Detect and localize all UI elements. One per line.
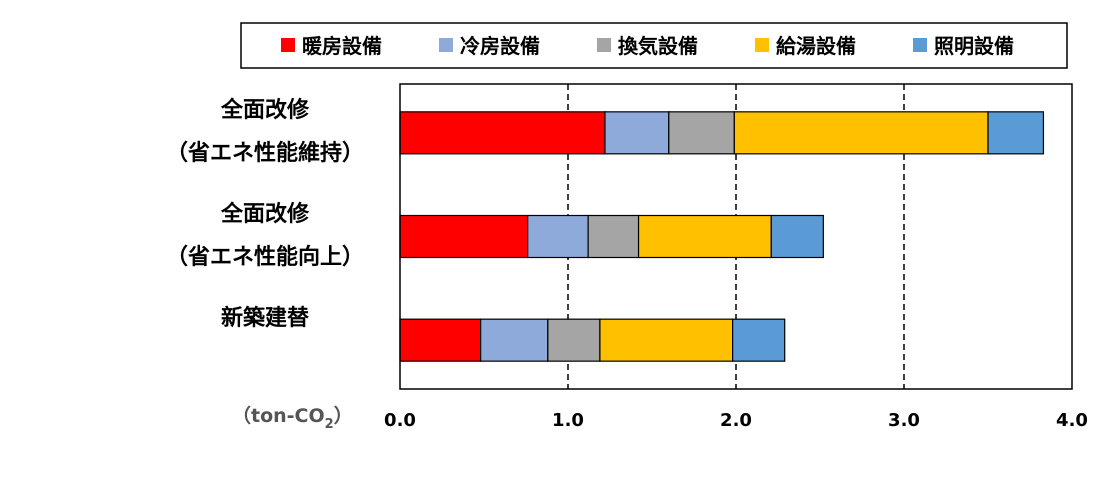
category-label-2-line-2: （省エネ性能向上） [166, 244, 364, 270]
bar-segment-1-2 [604, 111, 670, 155]
bar-segment-2-1 [399, 214, 529, 259]
x-tick-label-2: 1.0 [552, 410, 584, 431]
plot-area-border [399, 83, 1073, 390]
bar-segment-1-4 [733, 111, 989, 155]
bar-segment-2-5 [770, 214, 824, 259]
bar-segment-1-5 [987, 111, 1045, 155]
legend-items: 暖房設備 冷房設備 換気設備 給湯設備 照明設備 [281, 34, 1014, 58]
legend-label-1: 暖房設備 [302, 34, 382, 58]
legend: 暖房設備 冷房設備 換気設備 給湯設備 照明設備 [240, 22, 1068, 69]
x-tick-label-3: 2.0 [720, 410, 752, 431]
unit-subscript: 2 [325, 417, 334, 432]
bar-segment-2-2 [527, 214, 589, 259]
bar-segment-1-1 [399, 111, 606, 155]
bar-segment-3-4 [599, 318, 734, 362]
bar-segment-1-3 [668, 111, 735, 155]
category-label-2-line-1: 全面改修 [220, 201, 310, 227]
legend-label-3: 換気設備 [618, 34, 698, 58]
category-label-1-line-2: （省エネ性能維持） [166, 140, 364, 166]
bars [399, 111, 1045, 362]
legend-swatch-2 [439, 38, 453, 52]
category-label-1-line-1: 全面改修 [220, 97, 310, 123]
bar-segment-3-1 [399, 318, 482, 362]
x-tick-label-1: 0.0 [384, 410, 416, 431]
legend-label-4: 給湯設備 [776, 34, 856, 58]
category-label-3-line-1: 新築建替 [221, 305, 309, 331]
bar-segment-2-3 [587, 214, 640, 259]
bar-segment-3-2 [480, 318, 549, 362]
unit-close: ） [334, 404, 353, 427]
x-axis-unit-label: （ton-CO2） [232, 404, 353, 432]
x-tick-label-4: 3.0 [888, 410, 920, 431]
legend-swatch-3 [597, 38, 611, 52]
x-tick-label-5: 4.0 [1056, 410, 1088, 431]
bar-segment-3-3 [547, 318, 601, 362]
legend-swatch-4 [755, 38, 769, 52]
legend-label-2: 冷房設備 [460, 34, 540, 58]
bar-segment-2-4 [637, 214, 772, 259]
category-labels: 全面改修 （省エネ性能維持） 全面改修 （省エネ性能向上） 新築建替 [166, 97, 364, 331]
legend-swatch-1 [281, 38, 295, 52]
legend-label-5: 照明設備 [934, 34, 1014, 58]
bar-segment-3-5 [732, 318, 786, 362]
legend-box [240, 22, 1068, 69]
x-tick-labels: 0.0 1.0 2.0 3.0 4.0 [384, 410, 1088, 431]
unit-main: （ton-CO [232, 404, 325, 427]
legend-swatch-5 [913, 38, 927, 52]
